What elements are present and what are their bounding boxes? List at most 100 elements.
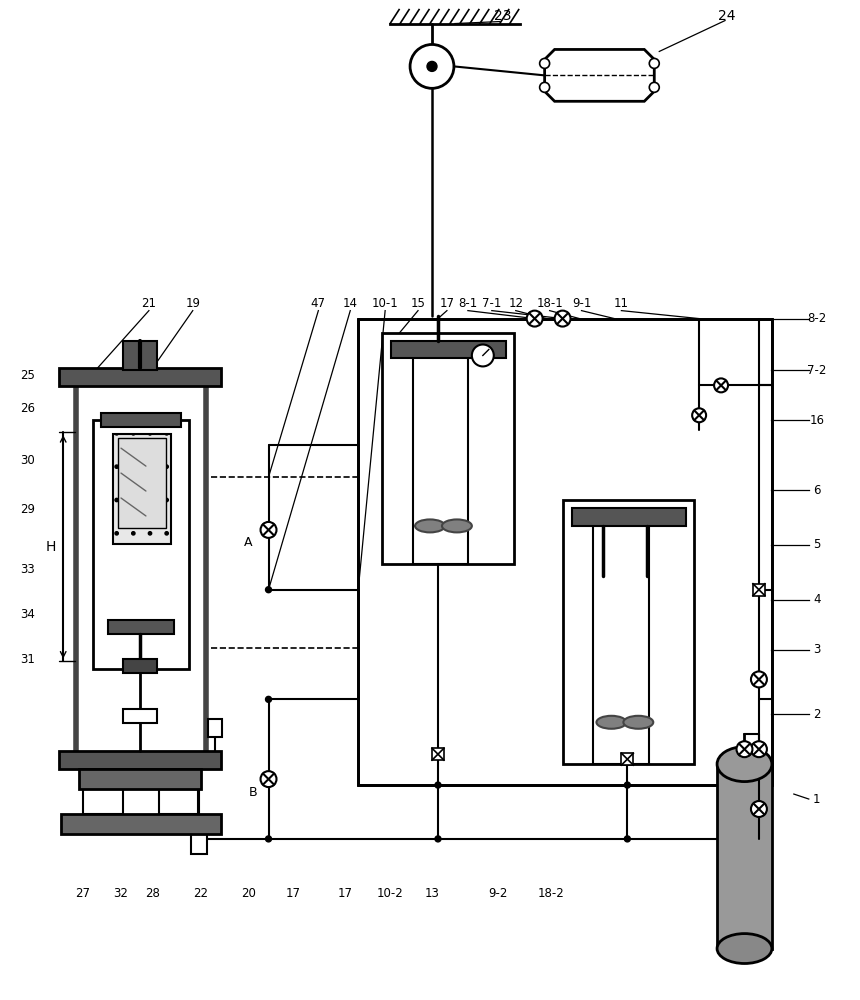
Bar xyxy=(622,753,633,765)
Bar xyxy=(108,620,174,634)
Bar xyxy=(432,748,444,760)
Text: 2: 2 xyxy=(813,708,820,721)
Bar xyxy=(191,824,206,854)
Bar xyxy=(572,508,686,526)
Text: 4: 4 xyxy=(813,593,820,606)
Bar xyxy=(93,420,189,669)
Bar xyxy=(61,814,221,834)
Circle shape xyxy=(435,782,441,788)
Text: 11: 11 xyxy=(614,297,629,310)
Text: 18-2: 18-2 xyxy=(538,887,564,900)
Text: 21: 21 xyxy=(141,297,157,310)
Text: 7-1: 7-1 xyxy=(482,297,501,310)
Circle shape xyxy=(266,836,272,842)
Text: A: A xyxy=(244,536,253,549)
Text: 14: 14 xyxy=(343,297,358,310)
Bar xyxy=(118,438,166,528)
Circle shape xyxy=(649,82,660,92)
Ellipse shape xyxy=(624,716,654,729)
Text: 31: 31 xyxy=(21,653,35,666)
Bar xyxy=(123,659,157,673)
Circle shape xyxy=(526,311,543,327)
Text: 13: 13 xyxy=(425,887,439,900)
Text: 8-2: 8-2 xyxy=(808,312,826,325)
Text: 29: 29 xyxy=(21,503,35,516)
Bar xyxy=(414,416,467,562)
Circle shape xyxy=(624,836,630,842)
Bar xyxy=(83,789,123,814)
Text: 22: 22 xyxy=(194,887,208,900)
Text: 47: 47 xyxy=(310,297,326,310)
Text: 7-2: 7-2 xyxy=(807,364,826,377)
Bar xyxy=(113,434,171,544)
Bar xyxy=(753,584,765,596)
Text: 17: 17 xyxy=(338,887,353,900)
Text: 16: 16 xyxy=(809,414,824,427)
Text: 30: 30 xyxy=(21,454,35,467)
Bar xyxy=(101,413,181,427)
Polygon shape xyxy=(544,49,654,101)
Bar xyxy=(562,500,694,764)
Circle shape xyxy=(435,836,441,842)
Circle shape xyxy=(427,61,437,71)
Bar xyxy=(123,709,157,723)
Bar xyxy=(391,341,506,358)
Bar xyxy=(717,764,772,949)
Text: 19: 19 xyxy=(185,297,200,310)
Text: 26: 26 xyxy=(21,402,35,415)
Bar xyxy=(79,769,200,789)
Circle shape xyxy=(539,58,550,68)
Text: 23: 23 xyxy=(494,9,512,23)
Ellipse shape xyxy=(717,747,772,782)
Circle shape xyxy=(751,741,767,757)
Ellipse shape xyxy=(442,519,472,532)
Circle shape xyxy=(266,587,272,593)
Circle shape xyxy=(539,82,550,92)
Ellipse shape xyxy=(415,519,445,532)
Bar xyxy=(208,719,222,737)
Circle shape xyxy=(649,58,660,68)
Text: 5: 5 xyxy=(813,538,820,551)
Text: 10-2: 10-2 xyxy=(377,887,403,900)
Text: 10-1: 10-1 xyxy=(372,297,398,310)
Circle shape xyxy=(261,771,277,787)
Bar xyxy=(594,595,648,762)
Circle shape xyxy=(472,345,494,366)
Bar xyxy=(59,751,221,769)
Text: 1: 1 xyxy=(813,793,820,806)
Circle shape xyxy=(751,801,767,817)
Circle shape xyxy=(714,378,728,392)
Text: 32: 32 xyxy=(114,887,128,900)
Text: 12: 12 xyxy=(508,297,523,310)
Bar xyxy=(382,333,513,564)
Text: 9-2: 9-2 xyxy=(488,887,507,900)
Bar xyxy=(123,341,157,370)
Text: H: H xyxy=(46,540,57,554)
Text: 34: 34 xyxy=(21,608,35,621)
Ellipse shape xyxy=(597,716,626,729)
Text: 3: 3 xyxy=(813,643,820,656)
Text: 17: 17 xyxy=(286,887,301,900)
Bar xyxy=(59,368,221,386)
Text: 18-1: 18-1 xyxy=(537,297,563,310)
Text: 9-1: 9-1 xyxy=(572,297,591,310)
Text: 24: 24 xyxy=(718,9,736,23)
Circle shape xyxy=(692,408,706,422)
Text: 6: 6 xyxy=(813,484,820,497)
Bar xyxy=(159,789,199,814)
Text: 28: 28 xyxy=(145,887,160,900)
Text: 33: 33 xyxy=(21,563,35,576)
Circle shape xyxy=(736,741,752,757)
Bar xyxy=(359,319,772,785)
Text: 27: 27 xyxy=(76,887,90,900)
Text: 8-1: 8-1 xyxy=(458,297,477,310)
Text: B: B xyxy=(249,786,257,799)
Text: 25: 25 xyxy=(21,369,35,382)
Text: 15: 15 xyxy=(410,297,426,310)
Circle shape xyxy=(624,782,630,788)
Circle shape xyxy=(266,696,272,702)
Circle shape xyxy=(410,44,454,88)
Circle shape xyxy=(261,522,277,538)
Ellipse shape xyxy=(717,934,772,963)
Circle shape xyxy=(555,311,570,327)
